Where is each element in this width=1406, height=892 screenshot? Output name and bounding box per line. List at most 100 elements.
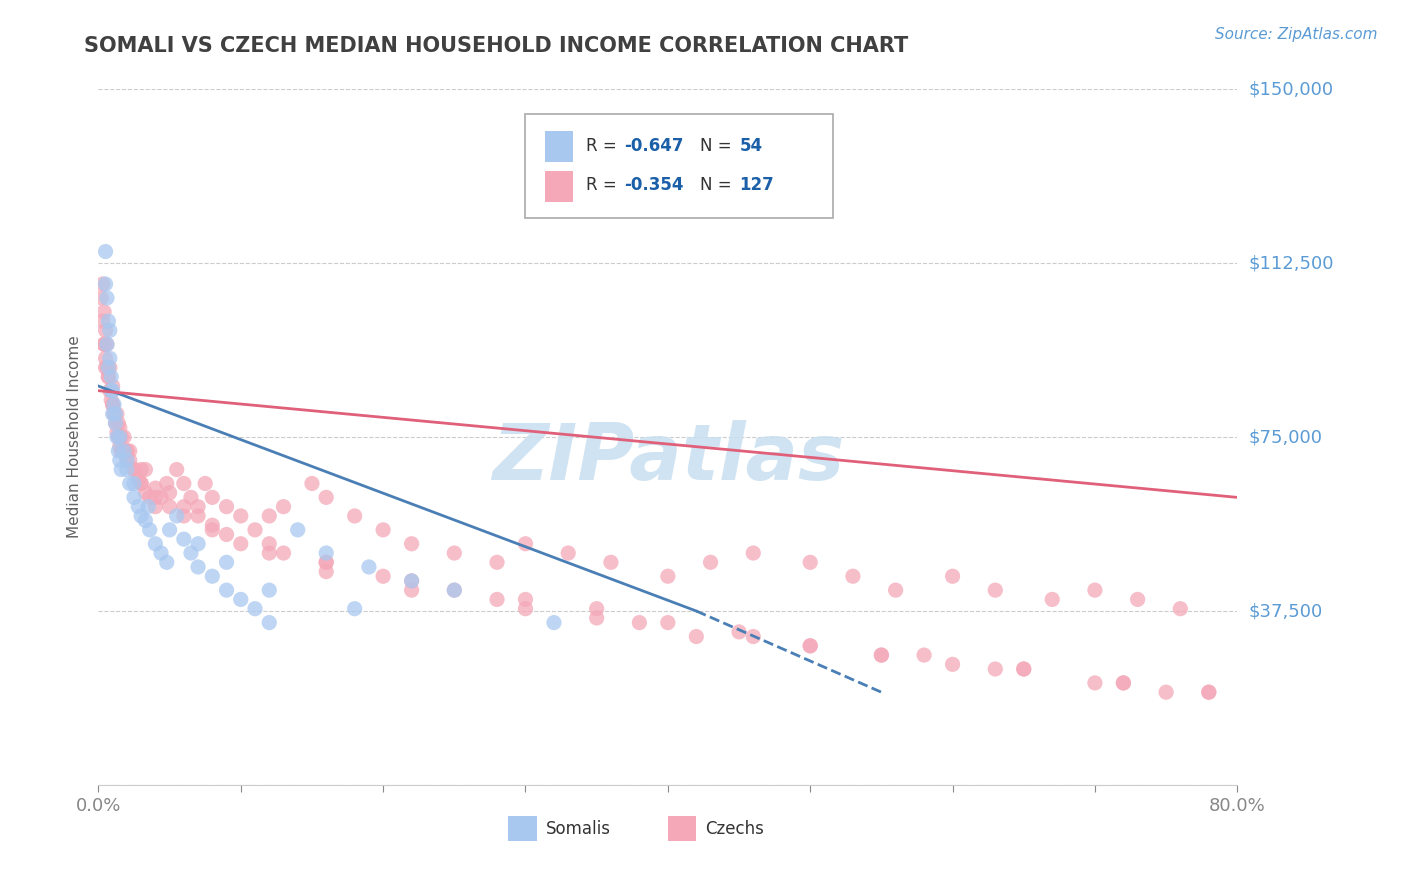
Point: [115, 444, 138, 458]
Point: [108, 430, 131, 444]
Point: [215, 500, 238, 514]
Point: [699, 555, 721, 569]
Point: [112, 430, 135, 444]
Point: [201, 491, 224, 505]
Point: [1112, 676, 1135, 690]
Point: [105, 407, 128, 421]
Point: [201, 569, 224, 583]
Text: $37,500: $37,500: [1249, 602, 1323, 620]
Point: [100, 384, 122, 398]
Point: [515, 601, 537, 615]
Point: [173, 508, 195, 523]
Point: [96, 337, 118, 351]
Text: -0.647: -0.647: [624, 137, 685, 155]
Point: [315, 565, 337, 579]
Bar: [546, 170, 574, 202]
Point: [273, 546, 295, 560]
Point: [112, 444, 135, 458]
Text: $75,000: $75,000: [1249, 428, 1323, 446]
Point: [628, 615, 651, 630]
Point: [100, 369, 122, 384]
Point: [343, 601, 366, 615]
Point: [138, 523, 160, 537]
Point: [101, 398, 124, 412]
Point: [97, 369, 120, 384]
Point: [101, 379, 124, 393]
Point: [912, 648, 935, 662]
Bar: [509, 816, 537, 840]
Point: [1126, 592, 1149, 607]
Point: [259, 546, 281, 560]
Point: [984, 583, 1007, 598]
Point: [105, 430, 128, 444]
Point: [97, 369, 120, 384]
Point: [373, 569, 395, 583]
Point: [173, 476, 195, 491]
Point: [543, 615, 565, 630]
Point: [134, 485, 156, 500]
Point: [118, 444, 141, 458]
Point: [315, 555, 337, 569]
Point: [129, 476, 152, 491]
Point: [97, 314, 120, 328]
Point: [515, 592, 537, 607]
Point: [373, 523, 395, 537]
Point: [93, 305, 115, 319]
Point: [657, 615, 679, 630]
Point: [685, 630, 707, 644]
Point: [1084, 676, 1107, 690]
Point: [134, 514, 156, 528]
Point: [136, 500, 159, 514]
Point: [150, 546, 173, 560]
Text: N =: N =: [700, 137, 737, 155]
Point: [215, 555, 238, 569]
Point: [201, 523, 224, 537]
Point: [98, 384, 121, 398]
Point: [870, 648, 893, 662]
Point: [1112, 676, 1135, 690]
Point: [127, 472, 149, 486]
Point: [301, 476, 323, 491]
Point: [127, 500, 149, 514]
Text: -0.354: -0.354: [624, 177, 685, 194]
Point: [215, 583, 238, 598]
Point: [145, 481, 167, 495]
Point: [118, 453, 141, 467]
Point: [93, 337, 115, 351]
Point: [357, 560, 380, 574]
Point: [96, 291, 118, 305]
Text: Somalis: Somalis: [546, 820, 612, 838]
Point: [201, 518, 224, 533]
Point: [799, 639, 821, 653]
Point: [515, 537, 537, 551]
Point: [103, 398, 125, 412]
Point: [585, 601, 607, 615]
Point: [118, 476, 141, 491]
Point: [180, 546, 202, 560]
Point: [122, 491, 145, 505]
Point: [942, 657, 965, 672]
Point: [273, 500, 295, 514]
Point: [984, 662, 1007, 676]
Point: [799, 555, 821, 569]
Point: [557, 546, 579, 560]
Point: [187, 508, 209, 523]
Point: [129, 508, 152, 523]
Text: $112,500: $112,500: [1249, 254, 1334, 272]
Point: [94, 277, 117, 291]
Point: [122, 462, 145, 476]
Point: [104, 416, 127, 430]
Point: [1198, 685, 1220, 699]
Point: [401, 583, 423, 598]
Point: [91, 277, 114, 291]
Point: [315, 546, 337, 560]
Point: [110, 430, 132, 444]
Point: [115, 444, 138, 458]
Point: [94, 244, 117, 259]
Point: [1170, 601, 1192, 615]
Text: 127: 127: [740, 177, 775, 194]
Point: [98, 323, 121, 337]
Point: [156, 476, 179, 491]
Point: [728, 624, 751, 639]
Point: [159, 485, 181, 500]
